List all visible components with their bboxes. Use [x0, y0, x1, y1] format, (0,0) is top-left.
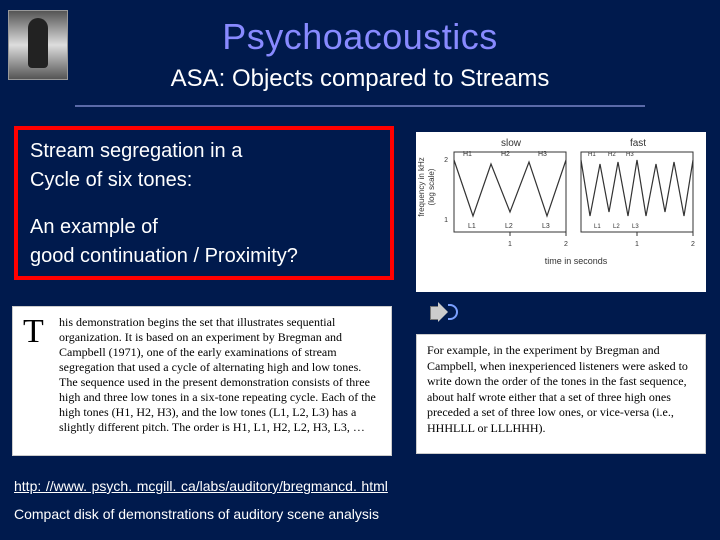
experiment-result-box: For example, in the experiment by Bregma…: [416, 334, 706, 454]
demo-description-text: his demonstration begins the set that il…: [59, 315, 376, 434]
ylabel-line2: (log scale): [427, 168, 436, 205]
label-h2s: H2: [501, 151, 510, 158]
chart-svg: frequency in kHz (log scale) 2 1 slow H1…: [416, 132, 706, 292]
label-h3f: H3: [626, 152, 634, 158]
divider: [75, 105, 645, 107]
label-l1s: L1: [468, 223, 476, 230]
xlabel: time in seconds: [545, 256, 608, 266]
slide-title: Psychoacoustics: [0, 16, 720, 58]
redbox-line3: An example of: [30, 216, 158, 238]
slide: Psychoacoustics ASA: Objects compared to…: [0, 0, 720, 540]
xtick-2s: 2: [564, 241, 568, 248]
redbox-line4: good continuation / Proximity?: [30, 245, 298, 267]
ytick-lo: 1: [444, 217, 448, 224]
ylabel-line1: frequency in kHz: [417, 157, 426, 217]
label-l3f: L3: [632, 224, 639, 230]
highlight-box: Stream segregation in a Cycle of six ton…: [14, 126, 394, 280]
panel-title-slow: slow: [501, 138, 522, 149]
label-l2s: L2: [505, 223, 513, 230]
experiment-result-text: For example, in the experiment by Bregma…: [427, 343, 688, 435]
redbox-line1: Stream segregation in a: [30, 140, 242, 162]
dropcap: T: [23, 315, 44, 349]
label-l3s: L3: [542, 223, 550, 230]
footer-caption: Compact disk of demonstrations of audito…: [14, 506, 379, 522]
demo-description-box: T his demonstration begins the set that …: [12, 306, 392, 456]
panel-title-fast: fast: [630, 138, 646, 149]
xtick-2f: 2: [691, 241, 695, 248]
xtick-1f: 1: [635, 241, 639, 248]
source-link[interactable]: http: //www. psych. mcgill. ca/labs/audi…: [14, 478, 388, 494]
redbox-line2: Cycle of six tones:: [30, 169, 192, 191]
label-h1f: H1: [588, 152, 596, 158]
label-l2f: L2: [613, 224, 620, 230]
label-h1s: H1: [463, 151, 472, 158]
slide-subtitle: ASA: Objects compared to Streams: [0, 65, 720, 93]
label-h2f: H2: [608, 152, 616, 158]
ytick-hi: 2: [444, 157, 448, 164]
speaker-icon[interactable]: [430, 300, 456, 324]
xtick-1s: 1: [508, 241, 512, 248]
label-h3s: H3: [538, 151, 547, 158]
tone-chart: frequency in kHz (log scale) 2 1 slow H1…: [416, 132, 706, 292]
label-l1f: L1: [594, 224, 601, 230]
